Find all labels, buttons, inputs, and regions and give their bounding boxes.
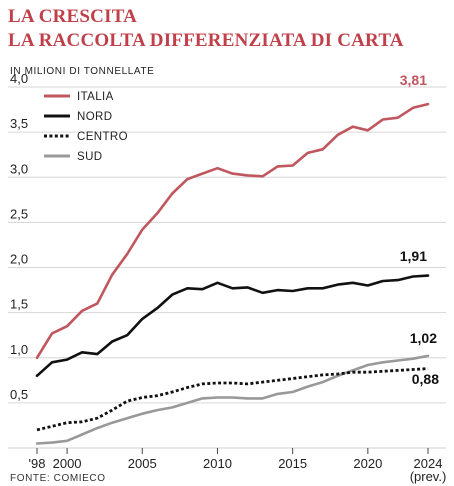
series-line-nord: [35, 274, 430, 378]
y-tick-label: 4,0: [10, 71, 28, 86]
y-tick-label: 3,5: [10, 116, 28, 131]
series-line-italia: [35, 102, 430, 360]
y-tick-label: 0,5: [10, 387, 28, 402]
legend-label-sud: SUD: [77, 151, 102, 163]
x-tick-label: '98: [29, 456, 46, 471]
end-value-label-nord: 1,91: [400, 248, 427, 264]
x-tick-label: 2024: [414, 456, 443, 471]
y-axis-unit-label: IN MILIONI DI TONNELLATE: [10, 66, 154, 77]
x-tick-label: 2010: [203, 456, 232, 471]
source-label: FONTE: COMIECO: [10, 473, 106, 484]
y-tick-label: 1,0: [10, 342, 28, 357]
x-tick-label: 2020: [353, 456, 382, 471]
end-value-label-italia: 3,81: [400, 72, 427, 88]
end-value-label-centro: 0,88: [412, 371, 439, 387]
end-value-label-sud: 1,02: [410, 330, 437, 346]
y-tick-label: 2,5: [10, 206, 28, 221]
series-line-sud: [35, 354, 430, 445]
chart-title-line1: LA CRESCITA: [8, 6, 138, 27]
x-tick-label: 2000: [53, 456, 82, 471]
y-tick-label: 1,5: [10, 297, 28, 312]
series-line-centro: [36, 367, 429, 432]
x-tick-note: (prev.): [410, 469, 447, 484]
y-tick-label: 3,0: [10, 161, 28, 176]
y-tick-label: 2,0: [10, 252, 28, 267]
x-tick-label: 2005: [128, 456, 157, 471]
x-tick-label: 2015: [278, 456, 307, 471]
legend-label-nord: NORD: [77, 111, 112, 123]
legend-label-italia: ITALIA: [77, 91, 114, 103]
legend-label-centro: CENTRO: [77, 131, 128, 143]
chart-title-line2: LA RACCOLTA DIFFERENZIATA DI CARTA: [8, 30, 404, 51]
